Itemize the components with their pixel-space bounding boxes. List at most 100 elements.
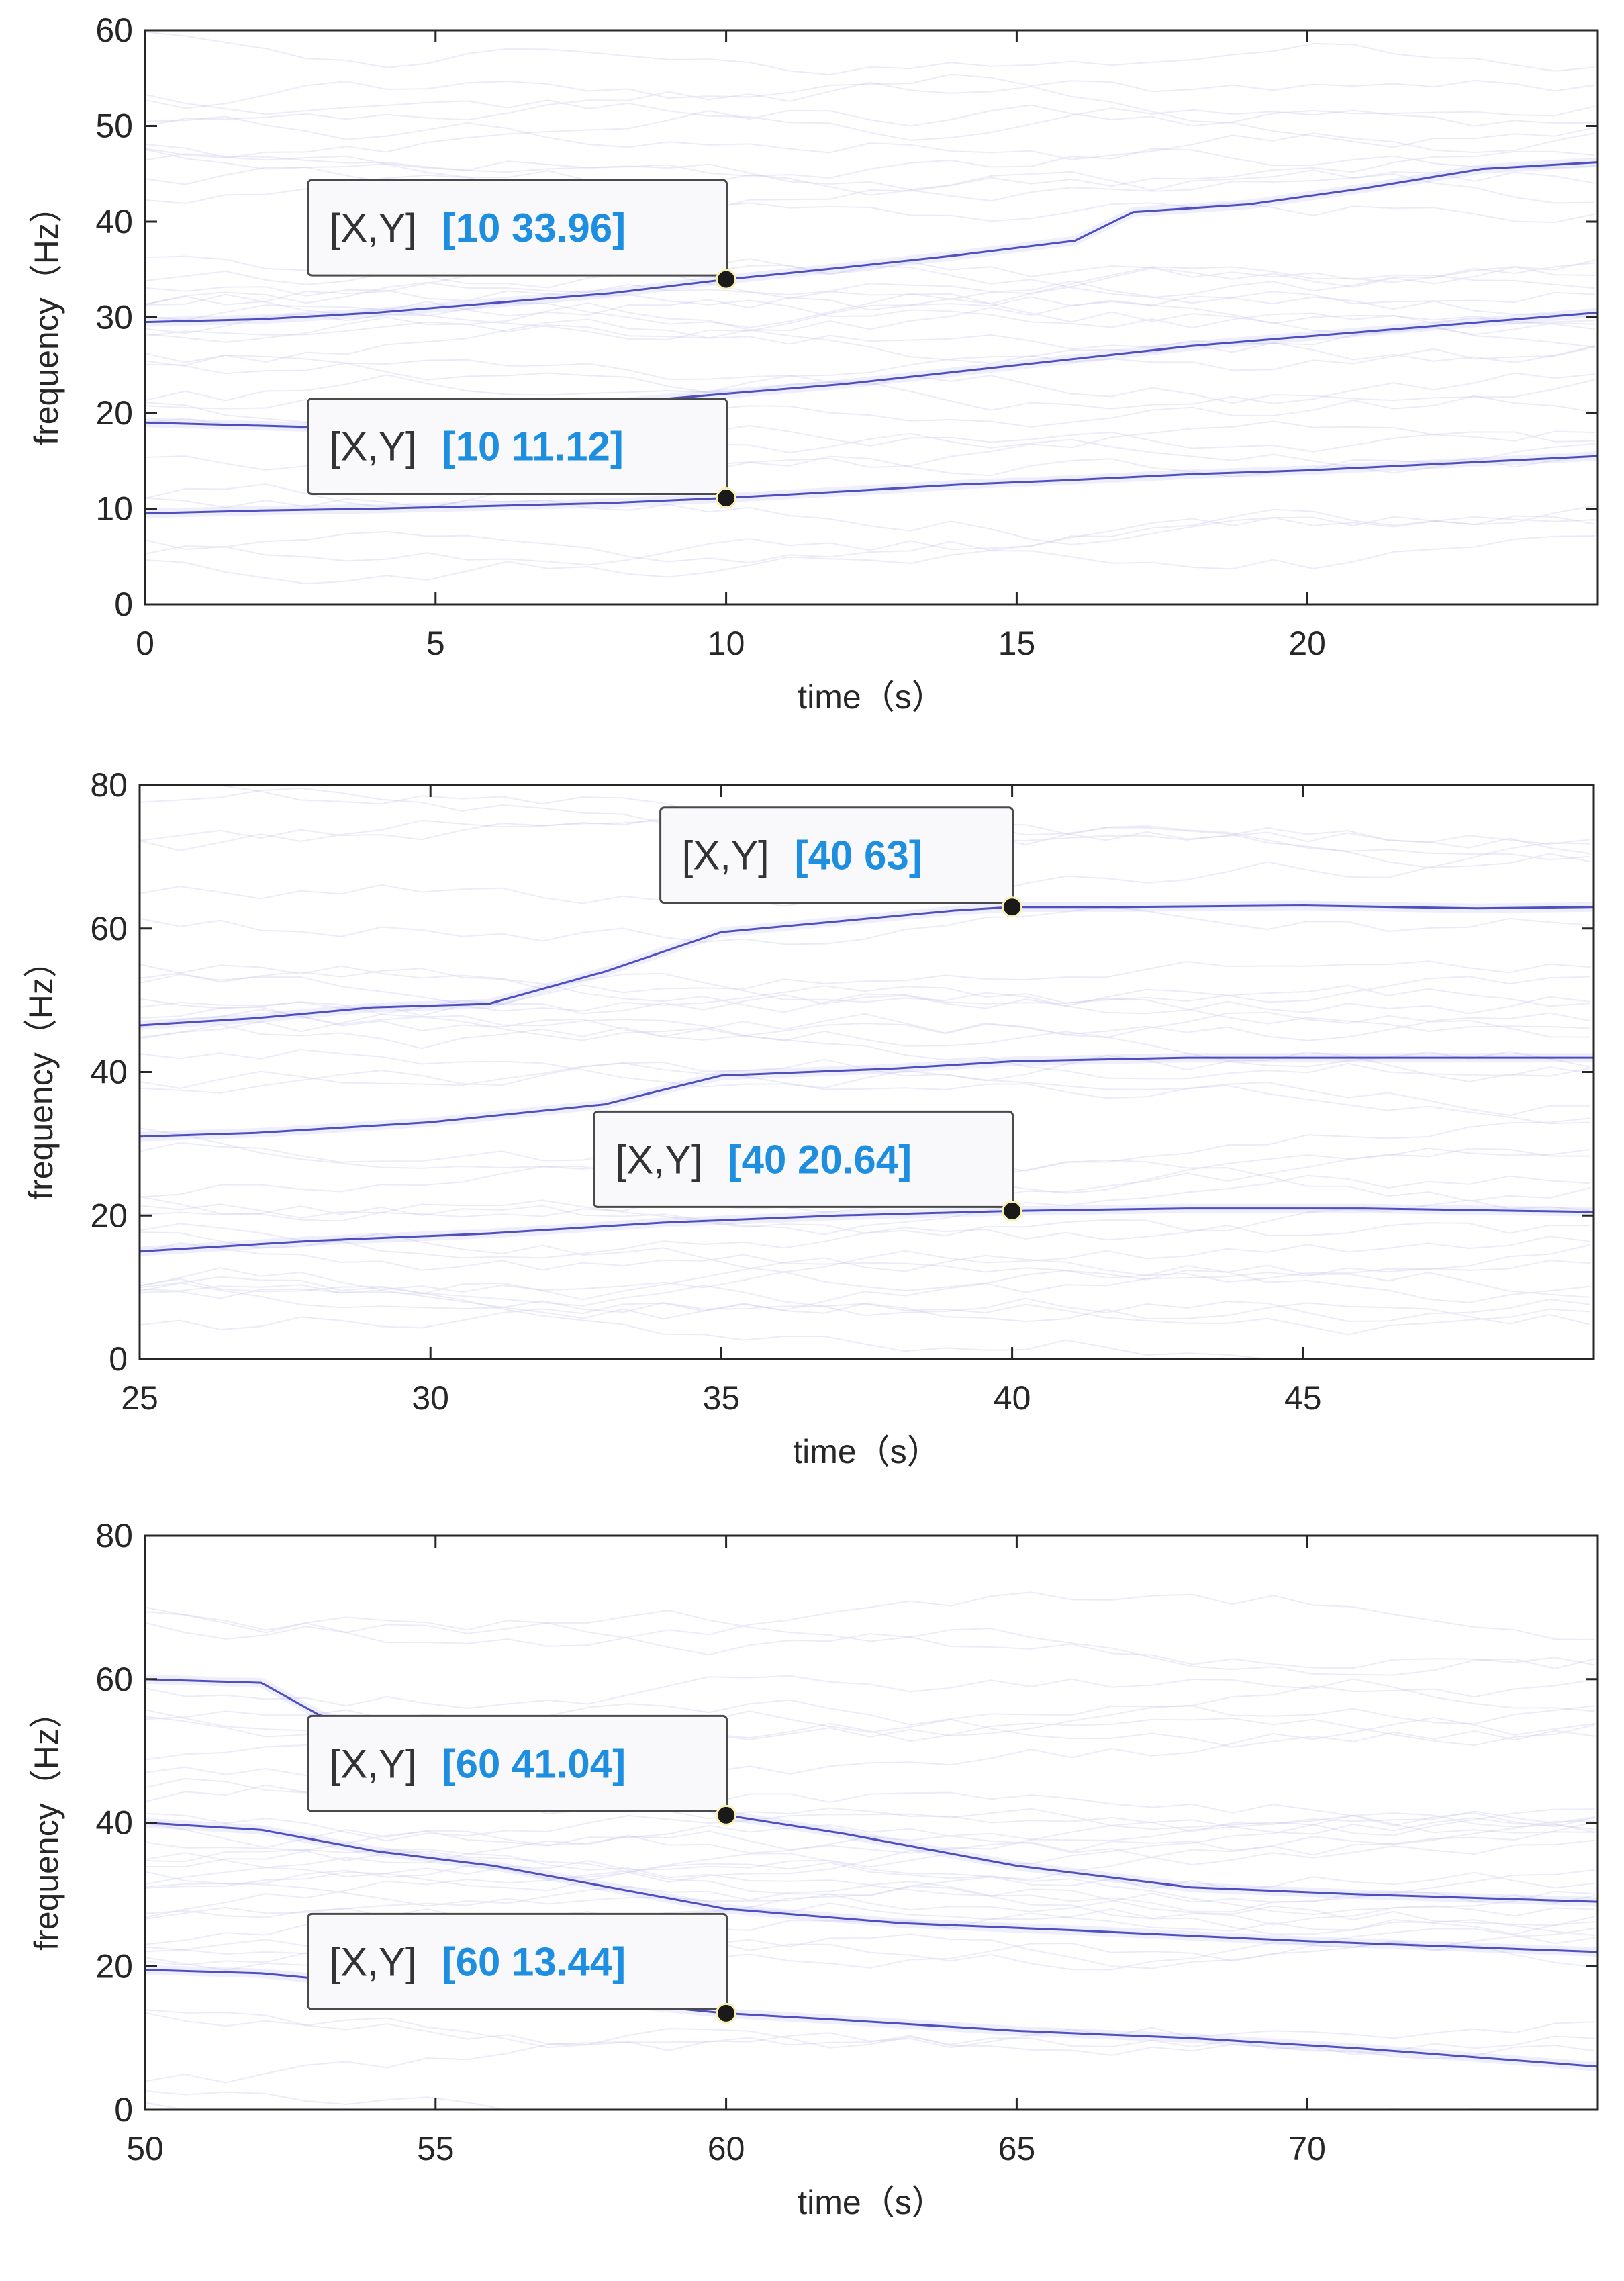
datatip-marker[interactable]: [716, 2002, 737, 2024]
series-line-ridge-middle: [145, 1822, 1598, 1953]
texture-line: [145, 491, 1596, 545]
texture-line: [140, 1254, 1590, 1303]
texture-line: [140, 1148, 1590, 1219]
x-tick-label: 5: [426, 624, 445, 662]
texture-line: [140, 1174, 1590, 1236]
x-tick-label: 55: [417, 2130, 455, 2168]
texture-line: [145, 1812, 1596, 1854]
datatip-value: [40 63]: [795, 833, 922, 878]
panel-3: 50 55 60 65 70 0 20 40 60 80 time（s） frequency（Hz） […: [28, 1517, 1599, 2221]
x-tick-label: 30: [412, 1379, 449, 1417]
texture-line: [145, 1870, 1596, 1918]
datatip-box: [307, 179, 728, 277]
y-tick-label: 0: [114, 586, 133, 623]
spectrogram-content: [145, 31, 1598, 585]
texture-line: [140, 964, 1590, 1015]
panel-1: 0 5 10 15 20 0 10 20 30 40 50 60 time（s） frequency（Hz…: [28, 11, 1599, 716]
plot-area: [145, 1536, 1598, 2110]
datatip[interactable]: [X,Y] [40 20.64]: [593, 1110, 1023, 1221]
texture-line: [145, 1820, 1596, 1881]
y-tick-label: 30: [95, 299, 133, 336]
x-tick-label: 10: [708, 624, 745, 662]
x-tick-label: 70: [1288, 2130, 1326, 2168]
texture-line: [145, 1862, 1596, 1926]
texture-line: [140, 1009, 1590, 1041]
x-tick-label: 25: [121, 1379, 158, 1417]
texture-line: [140, 998, 1590, 1083]
texture-line: [145, 1861, 1596, 1916]
datatip[interactable]: [X,Y] [40 63]: [659, 806, 1023, 918]
datatip-box: [307, 1912, 728, 2010]
x-tick-label: 0: [136, 624, 154, 662]
texture-line: [145, 1591, 1596, 1647]
texture-line: [145, 143, 1596, 202]
y-tick-label: 50: [95, 107, 133, 145]
x-tick-label: 50: [126, 2130, 164, 2168]
y-tick-label: 40: [90, 1054, 128, 1091]
datatip-value: [40 20.64]: [728, 1137, 912, 1182]
y-tick-label: 60: [95, 11, 133, 49]
datatip-marker[interactable]: [716, 269, 737, 290]
x-axis-label: time（s）: [793, 1433, 940, 1471]
y-tick-label: 80: [90, 766, 128, 804]
texture-line: [140, 1051, 1590, 1094]
y-tick-label: 60: [95, 1661, 133, 1698]
datatip-box: [593, 1110, 1014, 1208]
texture-line: [145, 262, 1596, 340]
y-tick-label: 20: [90, 1197, 128, 1234]
datatip-marker[interactable]: [1002, 896, 1023, 918]
texture-line: [145, 1871, 1596, 1920]
texture-line: [140, 1276, 1272, 1359]
texture-line: [145, 504, 1596, 585]
texture-line: [145, 318, 1596, 366]
datatip-label: [X,Y]: [330, 1939, 417, 1984]
y-tick-label: 60: [90, 910, 128, 947]
series-line-ridge-lower: [140, 1207, 1594, 1253]
texture-line: [145, 148, 1596, 221]
y-axis-label: frequency（Hz）: [28, 1695, 65, 1951]
texture-line: [145, 301, 1596, 371]
series-line-ridge-middle: [140, 1056, 1594, 1138]
datatip[interactable]: [X,Y] [10 11.12]: [307, 398, 737, 509]
texture-line: [145, 1885, 1596, 1935]
texture-line: [145, 1699, 1596, 1726]
datatip-label: [X,Y]: [682, 833, 769, 878]
texture-line: [140, 906, 1590, 945]
texture-line: [145, 455, 1596, 510]
y-tick-label: 80: [95, 1517, 133, 1554]
texture-line: [145, 291, 1596, 343]
datatip-marker[interactable]: [716, 487, 737, 509]
datatip-marker[interactable]: [716, 1804, 737, 1826]
series-line-ridge-upper: [140, 904, 1594, 1027]
datatip[interactable]: [X,Y] [60 41.04]: [307, 1714, 737, 1826]
series-line-ridge-lower: [145, 455, 1598, 515]
texture-line: [145, 148, 1596, 179]
texture-line: [140, 1013, 1590, 1080]
x-axis-label: time（s）: [798, 678, 945, 716]
y-tick-label: 20: [95, 394, 133, 432]
texture-line: [140, 960, 1590, 1005]
x-tick-label: 65: [998, 2130, 1036, 2168]
texture-line: [140, 1264, 1590, 1320]
y-axis-label: frequency（Hz）: [22, 944, 60, 1200]
x-tick-label: 60: [708, 2130, 745, 2168]
texture-line: [145, 1817, 1596, 1869]
texture-line: [140, 1048, 1590, 1125]
texture-line: [145, 91, 1596, 141]
datatip[interactable]: [X,Y] [10 33.96]: [307, 179, 737, 290]
datatip-label: [X,Y]: [330, 1741, 417, 1786]
datatip-marker[interactable]: [1002, 1200, 1023, 1221]
x-tick-label: 35: [703, 1379, 741, 1417]
texture-line: [145, 342, 1596, 404]
texture-line: [145, 31, 1596, 76]
datatip-value: [60 13.44]: [442, 1939, 626, 1984]
texture-line: [140, 1278, 1590, 1322]
texture-line: [145, 530, 1596, 570]
texture-line: [145, 2002, 1596, 2060]
texture-line: [145, 115, 1596, 160]
datatip[interactable]: [X,Y] [60 13.44]: [307, 1912, 737, 2024]
texture-line: [140, 1199, 1590, 1259]
datatip-value: [60 41.04]: [442, 1741, 626, 1786]
texture-line: [145, 1604, 1596, 1669]
